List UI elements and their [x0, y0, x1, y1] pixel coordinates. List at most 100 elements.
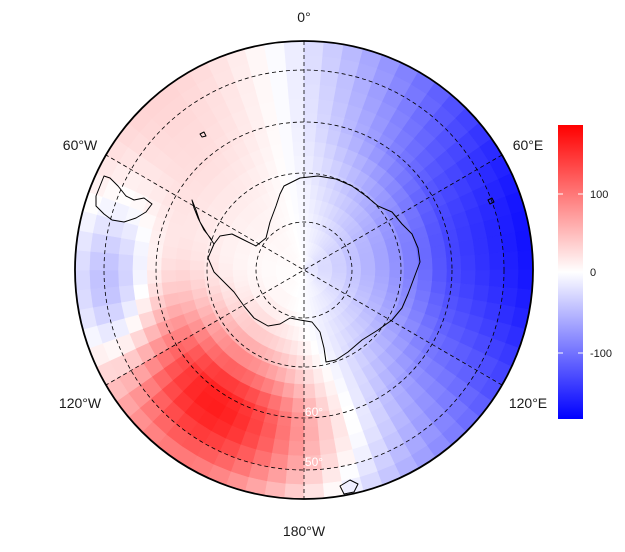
- field-raster: [75, 41, 533, 499]
- field-cell: [446, 255, 462, 271]
- lat-label-50: 50°: [305, 455, 323, 469]
- field-cell: [118, 284, 136, 303]
- field-cell: [161, 280, 178, 296]
- field-cell: [417, 258, 434, 271]
- lon-label-120e: 120°E: [509, 395, 547, 411]
- coastlines: [95, 131, 495, 495]
- field-cell: [303, 355, 314, 371]
- field-cell: [88, 269, 105, 290]
- field-cell: [146, 282, 164, 298]
- small-island-coastline: [487, 197, 495, 205]
- field-cell: [276, 112, 292, 130]
- field-cell: [296, 183, 305, 200]
- field-cell: [389, 260, 405, 271]
- field-cell: [273, 424, 291, 442]
- field-cell: [303, 140, 316, 157]
- field-cell: [486, 234, 504, 255]
- south-america-tip-coastline: [95, 175, 153, 223]
- field-cell: [287, 440, 305, 457]
- field-cell: [292, 383, 305, 400]
- field-cell: [160, 269, 177, 283]
- colorbar-label-100: 100: [590, 189, 608, 201]
- field-cell: [303, 97, 320, 114]
- field-cell: [291, 126, 305, 143]
- antarctica-coastline: [207, 175, 421, 363]
- field-cell: [417, 269, 434, 282]
- field-cell: [268, 70, 289, 88]
- field-cell: [103, 269, 119, 288]
- field-cell: [271, 84, 290, 102]
- field-cell: [303, 69, 322, 85]
- field-cell: [288, 426, 305, 443]
- field-cell: [318, 84, 337, 102]
- colorbar-label-0: 0: [590, 267, 596, 279]
- field-cell: [131, 269, 148, 286]
- field-cell: [303, 369, 315, 385]
- field-cell: [472, 237, 490, 256]
- field-cell: [284, 54, 305, 71]
- field-cell: [288, 97, 305, 114]
- field-cell: [174, 258, 191, 271]
- field-cell: [266, 466, 287, 485]
- colorbar-label-neg100: -100: [590, 348, 612, 360]
- field-cell: [303, 483, 325, 499]
- field-cell: [303, 340, 312, 357]
- field-cell: [444, 242, 462, 258]
- lon-label-60w: 60°W: [63, 137, 98, 153]
- field-cell: [503, 250, 520, 271]
- colorbar: 100 0 -100: [558, 125, 612, 419]
- field-cell: [294, 169, 305, 185]
- field-cell: [292, 140, 305, 157]
- map-boundary: [74, 40, 534, 500]
- field-cell: [472, 284, 490, 303]
- field-cell: [283, 483, 305, 499]
- field-cell: [284, 469, 305, 486]
- field-cell: [189, 269, 205, 281]
- field-cell: [146, 255, 162, 271]
- field-cell: [286, 455, 305, 471]
- parallel-ring: [206, 172, 402, 368]
- field-cell: [291, 397, 305, 414]
- field-cell: [446, 269, 462, 285]
- field-cell: [403, 259, 419, 271]
- field-cell: [303, 326, 311, 342]
- field-cell: [303, 426, 320, 443]
- field-cell: [489, 252, 505, 271]
- field-cell: [75, 249, 91, 271]
- parallel-ring: [255, 221, 353, 319]
- meridian-120e-60w: [105, 154, 503, 386]
- lat-label-60: 60°: [305, 405, 323, 419]
- field-cell: [132, 239, 150, 257]
- lon-label-60e: 60°E: [513, 137, 544, 153]
- field-cell: [303, 440, 321, 457]
- field-cell: [303, 54, 324, 71]
- field-cell: [174, 269, 191, 282]
- parallel-ring: [103, 69, 505, 471]
- field-cell: [303, 469, 324, 486]
- field-cell: [232, 269, 248, 277]
- field-cell: [430, 244, 447, 260]
- field-cell: [303, 41, 325, 57]
- field-cell: [297, 198, 305, 214]
- field-cell: [89, 287, 108, 308]
- field-cell: [266, 55, 287, 74]
- field-cell: [474, 253, 491, 271]
- field-cell: [486, 285, 504, 306]
- field-cell: [303, 155, 315, 171]
- field-cell: [293, 369, 305, 385]
- lon-label-0: 0°: [297, 9, 310, 25]
- field-cell: [500, 232, 519, 253]
- field-cell: [317, 424, 335, 442]
- field-cell: [517, 249, 533, 271]
- field-cell: [303, 83, 321, 100]
- field-cell: [503, 269, 520, 290]
- field-cell: [160, 257, 177, 271]
- field-cell: [175, 279, 192, 293]
- field-cell: [278, 127, 294, 144]
- antarctic-peninsula-coastline: [191, 199, 215, 245]
- field-cell: [103, 252, 119, 271]
- new-zealand-island-coastline: [339, 479, 359, 495]
- field-cell: [118, 237, 136, 256]
- field-cell: [273, 98, 291, 116]
- lon-label-180w: 180°W: [283, 523, 326, 539]
